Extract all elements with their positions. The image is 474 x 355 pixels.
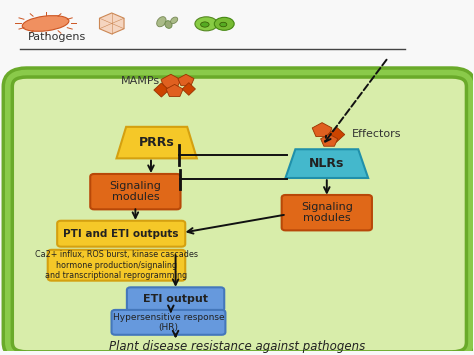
Text: Plant disease resistance against pathogens: Plant disease resistance against pathoge… [109, 340, 365, 353]
FancyBboxPatch shape [111, 310, 226, 335]
Ellipse shape [214, 17, 234, 30]
Polygon shape [312, 122, 332, 137]
Text: NLRs: NLRs [309, 157, 345, 170]
FancyBboxPatch shape [48, 250, 185, 281]
Ellipse shape [157, 17, 166, 27]
Text: PTI and ETI outputs: PTI and ETI outputs [64, 229, 179, 239]
Text: Pathogens: Pathogens [28, 33, 87, 43]
FancyBboxPatch shape [57, 221, 185, 247]
Polygon shape [178, 74, 194, 86]
Ellipse shape [195, 17, 218, 31]
Text: MAMPs: MAMPs [120, 76, 160, 86]
Ellipse shape [165, 21, 172, 28]
Polygon shape [117, 127, 197, 158]
Ellipse shape [220, 22, 227, 27]
Polygon shape [285, 149, 368, 178]
Text: Signaling
modules: Signaling modules [109, 181, 161, 202]
Polygon shape [328, 127, 345, 142]
Ellipse shape [201, 22, 209, 27]
Text: Ca2+ influx, ROS burst, kinase cascades
hormone production/signaling
and transcr: Ca2+ influx, ROS burst, kinase cascades … [35, 250, 198, 280]
Ellipse shape [171, 17, 178, 23]
Text: Signaling
modules: Signaling modules [301, 202, 353, 224]
Polygon shape [166, 84, 183, 97]
Polygon shape [320, 134, 337, 146]
Polygon shape [154, 83, 169, 97]
Text: ETI output: ETI output [143, 294, 208, 304]
Text: Effectors: Effectors [352, 129, 401, 139]
FancyBboxPatch shape [90, 174, 181, 209]
Polygon shape [161, 74, 181, 88]
FancyBboxPatch shape [282, 195, 372, 230]
Polygon shape [100, 13, 124, 34]
FancyBboxPatch shape [127, 287, 224, 311]
Ellipse shape [22, 16, 69, 31]
Text: Hypersensitive response
(HR): Hypersensitive response (HR) [113, 313, 224, 332]
Text: PRRs: PRRs [139, 136, 174, 149]
Polygon shape [182, 83, 195, 95]
FancyBboxPatch shape [8, 72, 471, 355]
